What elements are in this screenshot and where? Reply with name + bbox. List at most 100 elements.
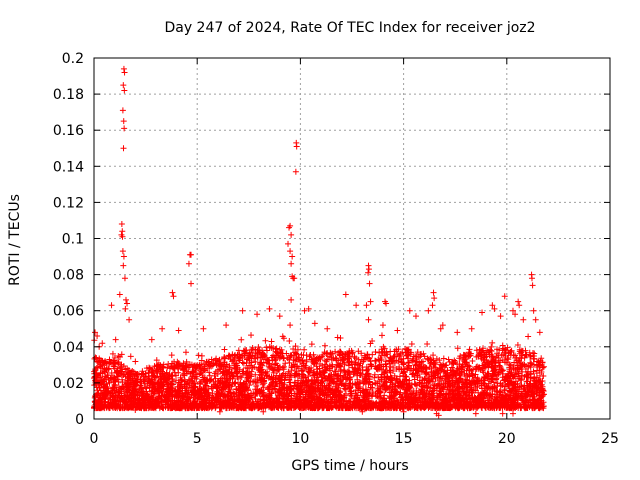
data-point xyxy=(372,357,379,364)
data-point xyxy=(409,355,416,362)
data-point xyxy=(326,373,333,380)
data-point xyxy=(375,388,382,395)
data-point xyxy=(111,381,118,388)
data-point xyxy=(290,361,297,368)
data-point xyxy=(165,404,172,411)
data-point xyxy=(371,401,378,408)
data-point xyxy=(454,345,461,352)
data-point xyxy=(220,403,227,410)
data-point xyxy=(408,340,415,347)
data-point xyxy=(248,394,255,401)
data-point xyxy=(462,400,469,407)
data-point xyxy=(539,359,546,366)
data-point xyxy=(321,342,328,349)
data-point xyxy=(510,365,517,372)
data-point xyxy=(420,382,427,389)
data-point xyxy=(536,385,543,392)
data-point xyxy=(345,362,352,369)
data-point xyxy=(418,351,425,358)
data-point xyxy=(172,392,179,399)
data-point xyxy=(507,388,514,395)
data-point xyxy=(457,375,464,382)
data-point xyxy=(350,398,357,405)
data-point xyxy=(508,348,515,355)
data-point xyxy=(351,395,358,402)
data-point xyxy=(240,360,247,367)
data-point xyxy=(387,354,394,361)
data-point xyxy=(430,352,437,359)
data-point xyxy=(502,377,509,384)
data-point xyxy=(416,379,423,386)
data-point xyxy=(151,397,158,404)
data-point xyxy=(305,383,312,390)
data-point xyxy=(105,366,112,373)
data-point xyxy=(345,355,352,362)
data-point xyxy=(426,391,433,398)
data-point xyxy=(215,392,222,399)
data-point xyxy=(252,358,259,365)
data-point xyxy=(371,374,378,381)
data-point xyxy=(455,384,462,391)
data-point xyxy=(514,342,521,349)
data-point xyxy=(122,366,129,373)
data-point xyxy=(397,389,404,396)
data-point xyxy=(504,344,511,351)
data-point xyxy=(315,385,322,392)
data-point xyxy=(312,387,319,394)
data-point xyxy=(295,397,302,404)
data-point xyxy=(263,344,270,351)
data-point xyxy=(257,390,264,397)
data-point xyxy=(499,381,506,388)
data-point xyxy=(521,385,528,392)
data-point xyxy=(387,377,394,384)
data-point xyxy=(169,378,176,385)
data-point xyxy=(454,388,461,395)
data-point xyxy=(139,370,146,377)
data-point xyxy=(216,360,223,367)
data-point xyxy=(483,390,490,397)
data-point xyxy=(523,391,530,398)
data-point xyxy=(187,384,194,391)
data-point xyxy=(469,366,476,373)
data-point xyxy=(343,398,350,405)
data-point xyxy=(348,347,355,354)
data-point xyxy=(303,364,310,371)
data-point xyxy=(514,403,521,410)
data-point xyxy=(537,386,544,393)
data-point xyxy=(479,365,486,372)
data-point xyxy=(240,352,247,359)
data-point xyxy=(480,369,487,376)
data-point xyxy=(348,388,355,395)
data-point xyxy=(176,379,183,386)
data-point xyxy=(480,377,487,384)
data-point xyxy=(310,372,317,379)
data-point xyxy=(237,381,244,388)
data-point xyxy=(261,351,268,358)
data-point xyxy=(140,405,147,412)
data-point xyxy=(363,393,370,400)
data-point xyxy=(408,365,415,372)
data-point xyxy=(253,382,260,389)
data-point xyxy=(202,383,209,390)
data-point xyxy=(297,359,304,366)
data-point xyxy=(329,350,336,357)
data-point xyxy=(512,387,519,394)
data-point xyxy=(273,345,280,352)
data-point xyxy=(263,347,270,354)
data-point xyxy=(391,389,398,396)
data-point xyxy=(378,352,385,359)
data-point xyxy=(145,378,152,385)
data-point xyxy=(282,374,289,381)
data-point xyxy=(426,378,433,385)
data-point xyxy=(332,354,339,361)
data-point xyxy=(309,380,316,387)
data-point xyxy=(118,393,125,400)
data-point xyxy=(286,338,293,345)
data-point xyxy=(476,350,483,357)
data-point xyxy=(468,388,475,395)
data-point xyxy=(107,389,114,396)
data-point xyxy=(180,371,187,378)
data-point xyxy=(245,393,252,400)
data-point xyxy=(210,378,217,385)
data-point xyxy=(277,354,284,361)
